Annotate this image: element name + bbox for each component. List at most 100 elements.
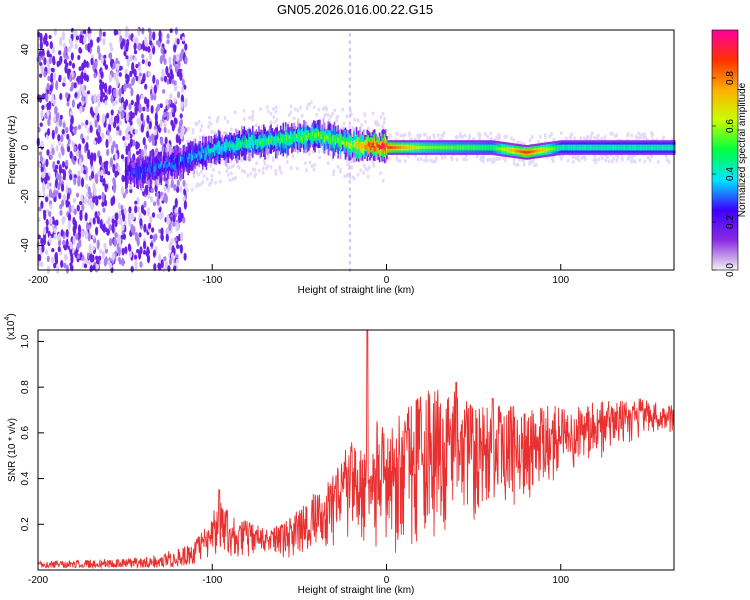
halo-blob bbox=[646, 155, 650, 160]
noise-blob bbox=[73, 145, 77, 153]
halo-blob bbox=[326, 112, 330, 117]
ridge-cell bbox=[361, 142, 364, 149]
noise-blob bbox=[166, 142, 170, 152]
ridge-cell bbox=[414, 146, 416, 149]
halo-blob bbox=[336, 164, 340, 169]
noise-blob bbox=[70, 254, 74, 264]
ridge-cell bbox=[355, 142, 358, 149]
noise-blob bbox=[109, 52, 113, 60]
colorbar-tick-label: 0.4 bbox=[725, 167, 736, 181]
ridge-cell bbox=[417, 146, 420, 149]
halo-blob bbox=[367, 165, 371, 170]
halo-blob bbox=[626, 131, 630, 136]
halo-blob bbox=[209, 180, 213, 185]
ridge-cell bbox=[360, 143, 363, 149]
noise-blob bbox=[138, 103, 142, 114]
noise-blob bbox=[174, 237, 178, 242]
noise-blob bbox=[117, 256, 121, 263]
ridge-cell bbox=[134, 170, 137, 175]
noise-blob bbox=[172, 247, 176, 253]
noise-blob bbox=[59, 209, 63, 216]
noise-blob bbox=[127, 143, 131, 152]
streak-blob bbox=[348, 113, 352, 118]
noise-blob bbox=[119, 35, 123, 42]
noise-blob bbox=[44, 177, 48, 185]
noise-blob bbox=[79, 38, 83, 44]
halo-blob bbox=[297, 117, 300, 122]
ridge-cell bbox=[337, 137, 339, 144]
ridge-cell bbox=[183, 157, 186, 163]
noise-blob bbox=[158, 30, 162, 39]
ridge-cell bbox=[343, 135, 346, 147]
noise-blob bbox=[104, 100, 108, 106]
ridge-cell bbox=[297, 129, 299, 143]
ridge-cell bbox=[277, 136, 280, 142]
halo-blob bbox=[425, 158, 428, 162]
noise-blob bbox=[112, 101, 116, 107]
halo-blob bbox=[371, 160, 375, 165]
ridge-cell bbox=[388, 146, 391, 149]
halo-blob bbox=[462, 157, 466, 162]
noise-blob bbox=[129, 70, 133, 78]
ridge-cell bbox=[137, 166, 139, 173]
noise-blob bbox=[133, 42, 137, 51]
halo-blob bbox=[184, 186, 188, 191]
halo-blob bbox=[331, 111, 335, 116]
ridge-cell bbox=[189, 156, 192, 162]
ridge-cell bbox=[581, 146, 583, 149]
halo-blob bbox=[329, 114, 332, 119]
noise-blob bbox=[74, 43, 78, 50]
noise-blob bbox=[109, 157, 114, 168]
noise-blob bbox=[176, 243, 180, 249]
noise-blob bbox=[175, 53, 179, 63]
halo-blob bbox=[308, 160, 312, 165]
ridge-cell bbox=[433, 146, 436, 149]
ridge-cell bbox=[594, 146, 597, 149]
ridge-cell bbox=[404, 146, 406, 149]
noise-blob bbox=[149, 215, 153, 224]
noise-blob bbox=[125, 188, 129, 195]
noise-blob bbox=[181, 125, 185, 136]
noise-blob bbox=[129, 251, 133, 258]
ridge-cell bbox=[610, 146, 613, 149]
noise-blob bbox=[123, 83, 127, 92]
colorbar-tick-label: 0.6 bbox=[725, 119, 736, 133]
ridge-cell bbox=[611, 146, 614, 149]
noise-blob bbox=[125, 73, 129, 80]
halo-blob bbox=[621, 157, 624, 162]
halo-blob bbox=[594, 158, 598, 162]
halo-blob bbox=[438, 136, 442, 141]
ridge-cell bbox=[516, 149, 519, 153]
ridge-cell bbox=[510, 149, 513, 152]
halo-blob bbox=[218, 179, 222, 184]
noise-blob bbox=[68, 60, 72, 66]
noise-blob bbox=[125, 55, 129, 60]
halo-blob bbox=[416, 157, 420, 162]
ridge-cell bbox=[227, 142, 230, 148]
snr-y-tick-label: 1.0 bbox=[20, 334, 31, 348]
noise-blob bbox=[77, 124, 82, 130]
ridge-cell bbox=[217, 146, 220, 153]
halo-blob bbox=[271, 156, 275, 161]
noise-blob bbox=[66, 68, 70, 76]
noise-blob bbox=[65, 126, 69, 134]
noise-blob bbox=[48, 235, 52, 244]
noise-blob bbox=[126, 57, 130, 67]
ridge-cell bbox=[436, 146, 438, 149]
noise-blob bbox=[56, 60, 60, 68]
noise-blob bbox=[136, 150, 140, 155]
ridge-cell bbox=[497, 147, 499, 150]
noise-blob bbox=[153, 125, 157, 130]
ridge-cell bbox=[271, 141, 274, 145]
halo-blob bbox=[317, 149, 321, 154]
noise-blob bbox=[149, 234, 153, 240]
ridge-cell bbox=[210, 148, 213, 154]
halo-blob bbox=[455, 157, 459, 162]
noise-blob bbox=[41, 104, 45, 110]
ridge-cell bbox=[456, 146, 459, 149]
halo-blob bbox=[261, 170, 265, 175]
ridge-cell bbox=[273, 139, 276, 143]
noise-blob bbox=[68, 204, 72, 214]
noise-blob bbox=[40, 166, 44, 173]
ridge-cell bbox=[644, 146, 647, 149]
